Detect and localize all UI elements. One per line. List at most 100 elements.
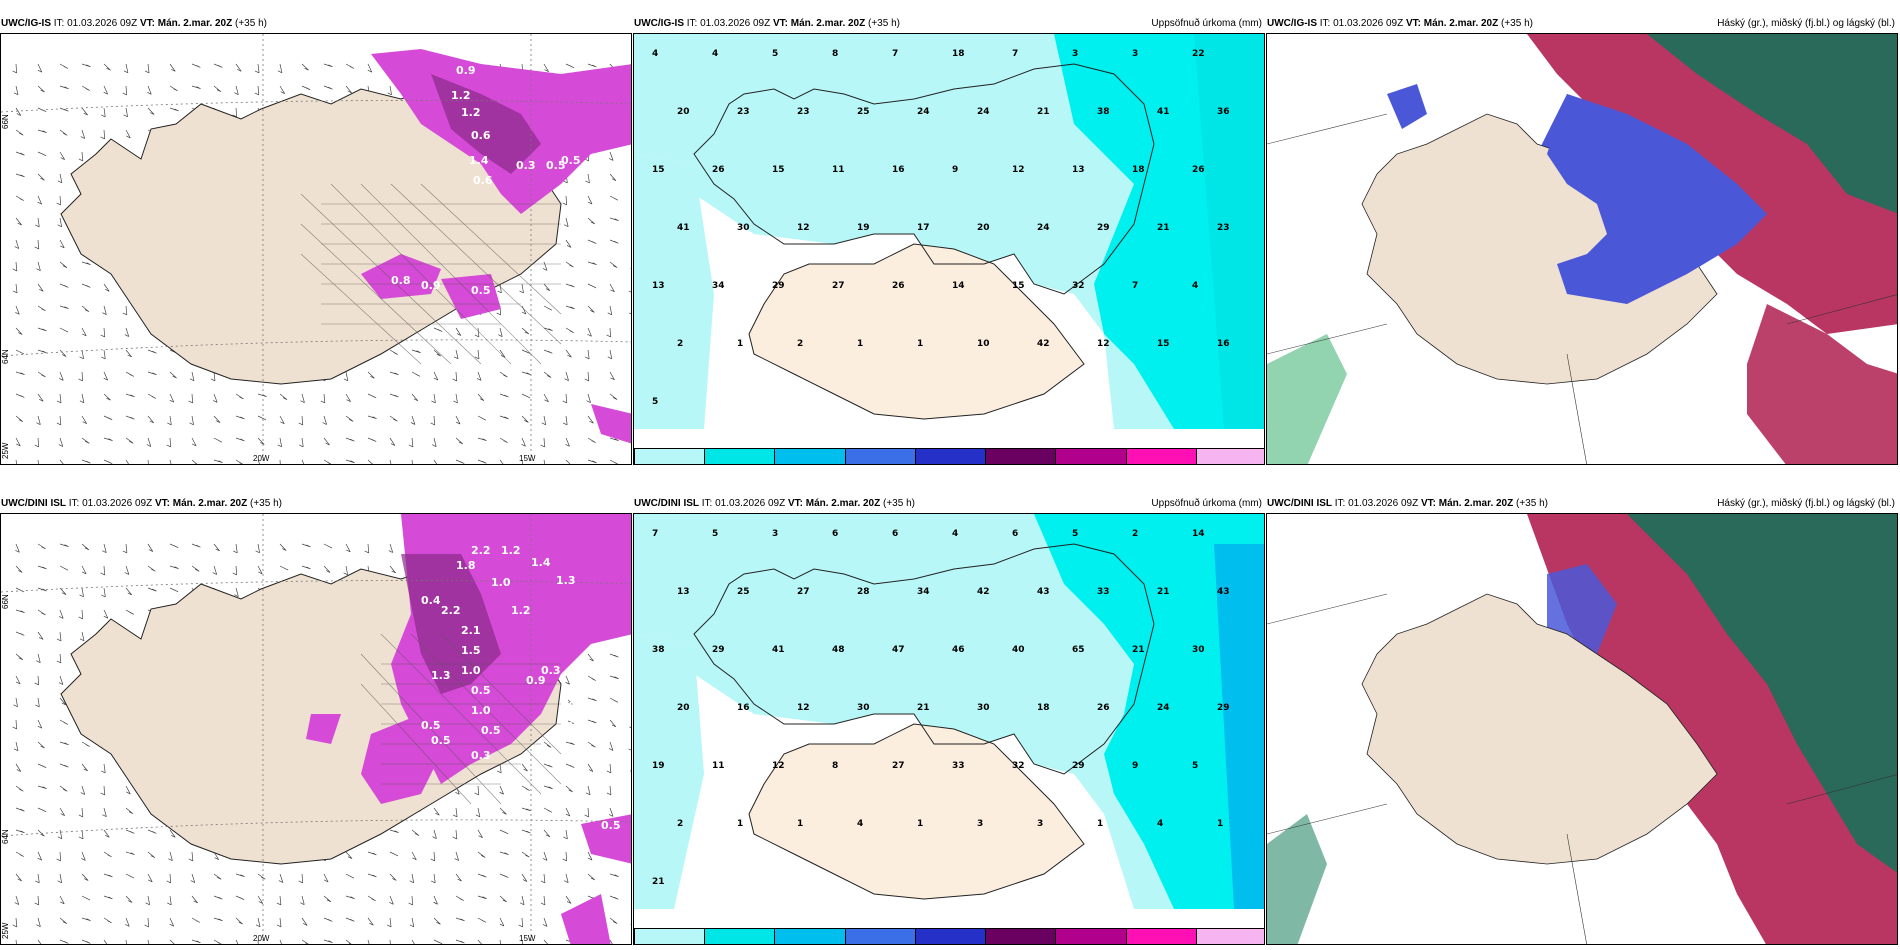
- wind-value-label: 0.6: [473, 174, 493, 187]
- wind-barb: [79, 631, 85, 642]
- wind-barb: [37, 939, 42, 944]
- precip-value-label: 4: [652, 49, 658, 59]
- wind-barb: [323, 543, 333, 549]
- colorbar-swatch: [704, 928, 776, 944]
- wind-barb: [521, 459, 523, 464]
- panel-header: UWC/DINI ISL IT: 01.03.2026 09Z VT: Mán.…: [0, 495, 632, 513]
- precip-value-label: 34: [917, 587, 930, 597]
- wind-barb: [301, 565, 311, 570]
- wind-barb: [80, 785, 86, 795]
- wind-barb: [345, 437, 355, 442]
- wind-barb: [609, 653, 619, 658]
- cloud-map[interactable]: [1266, 33, 1898, 465]
- wind-barb: [81, 415, 88, 424]
- precip-map[interactable]: 4 4 5 8 7 18 7 3 3 22 20 23 23 25 24 24 21 38 41 36 15 26 15 11…: [633, 33, 1265, 465]
- wind-map[interactable]: 1.3 0.9 1.2 1.2 0.6 1.4 0.6 0.3 0.5 0.8 0.9 0.5 0.5 0…: [0, 33, 632, 465]
- cloud-map[interactable]: [1266, 513, 1898, 945]
- wind-barb: [37, 327, 47, 332]
- wind-barb: [587, 653, 594, 662]
- wind-barb: [169, 939, 175, 944]
- precip-value-label: 5: [1072, 529, 1078, 539]
- wind-barb: [36, 917, 41, 927]
- wind-barb: [147, 543, 154, 552]
- wind-barb: [15, 349, 25, 355]
- wind-map[interactable]: 2.2 1.2 1.8 1.4 1.3 0.4 1.0 2.2 1.2 2.1 1.5 1.0 0.5 0…: [0, 513, 632, 945]
- wind-barb: [59, 327, 69, 333]
- wind-barb: [125, 437, 134, 444]
- wind-barb: [15, 873, 22, 882]
- wind-barb: [301, 63, 309, 71]
- wind-barb: [103, 85, 109, 95]
- wind-barb: [234, 587, 239, 597]
- valid-time: Mán. 2.mar. 20Z: [172, 498, 248, 509]
- wind-value-label: 0.5: [431, 734, 451, 747]
- wind-barb: [125, 129, 131, 139]
- wind-barb: [343, 371, 349, 382]
- wind-barb: [125, 393, 135, 398]
- wind-barb: [81, 305, 90, 313]
- precip-value-label: 15: [1012, 281, 1025, 291]
- wind-barb: [37, 459, 39, 464]
- lat-label-66: 66N: [1, 594, 10, 609]
- wind-barb: [433, 459, 438, 464]
- precip-value-label: 30: [1192, 645, 1205, 655]
- wind-barb: [100, 327, 106, 338]
- wind-barb: [477, 895, 487, 900]
- wind-barb: [606, 763, 612, 774]
- panel-precip-bottom: UWC/DINI ISL IT: 01.03.2026 09Z VT: Mán.…: [633, 495, 1265, 945]
- wind-barb: [608, 151, 614, 161]
- wind-value-label: 0.5: [421, 719, 441, 732]
- wind-barb: [37, 393, 44, 402]
- wind-barb: [455, 437, 464, 445]
- wind-barb: [564, 371, 569, 381]
- wind-barb: [519, 895, 525, 906]
- precip-map[interactable]: 7 5 3 6 6 4 6 5 2 14 13 25 27 28 34 42 43 33 21 43 38 29 41 48 4…: [633, 513, 1265, 945]
- panel-title: Háský (gr.), miðský (fj.bl.) og lágský (…: [1717, 498, 1895, 509]
- wind-barb: [499, 437, 508, 443]
- wind-barb: [147, 939, 150, 944]
- wind-barb: [103, 459, 113, 464]
- precip-value-label: 8: [832, 49, 838, 59]
- colorbar-tick-label: 200: [1118, 464, 1133, 465]
- precip-value-label: 12: [1012, 165, 1025, 175]
- wind-value-label: 0.5: [471, 684, 491, 697]
- precip-value-label: 30: [977, 703, 990, 713]
- wind-barb: [367, 371, 375, 379]
- wind-barb: [254, 85, 260, 96]
- wind-barb: [543, 63, 549, 73]
- precip-value-label: 9: [952, 165, 958, 175]
- precip-value-label: 3: [1132, 49, 1138, 59]
- wind-barb: [389, 851, 399, 857]
- wind-barb: [367, 873, 377, 878]
- precip-value-label: 26: [712, 165, 725, 175]
- wind-barb: [189, 415, 194, 426]
- wind-barb: [125, 939, 127, 944]
- wind-barb: [34, 239, 40, 250]
- precip-value-label: 21: [1157, 223, 1170, 233]
- wind-barb: [59, 283, 69, 288]
- wind-barb: [15, 415, 24, 423]
- wind-barb: [37, 741, 45, 749]
- wind-barb: [189, 371, 195, 382]
- wind-barb: [233, 543, 238, 554]
- wind-barb: [78, 151, 84, 162]
- wind-barb: [81, 851, 86, 861]
- wind-barb: [35, 873, 40, 884]
- wind-barb: [15, 543, 20, 553]
- wind-barb: [587, 675, 596, 681]
- wind-barb: [474, 349, 480, 360]
- wind-barb: [498, 327, 503, 338]
- wind-barb: [257, 939, 259, 944]
- precip-value-label: 7: [652, 529, 658, 539]
- wind-barb: [431, 393, 436, 404]
- wind-barb: [213, 917, 223, 922]
- wind-barb: [37, 371, 46, 378]
- wind-barb: [430, 415, 436, 426]
- wind-barb: [521, 305, 527, 315]
- wind-barb: [37, 763, 47, 768]
- wind-barb: [543, 327, 553, 332]
- wind-barb: [56, 195, 61, 206]
- precip-value-label: 24: [977, 107, 990, 117]
- init-time: IT: 01.03.2026 09Z: [701, 498, 786, 509]
- wind-barb: [411, 349, 421, 354]
